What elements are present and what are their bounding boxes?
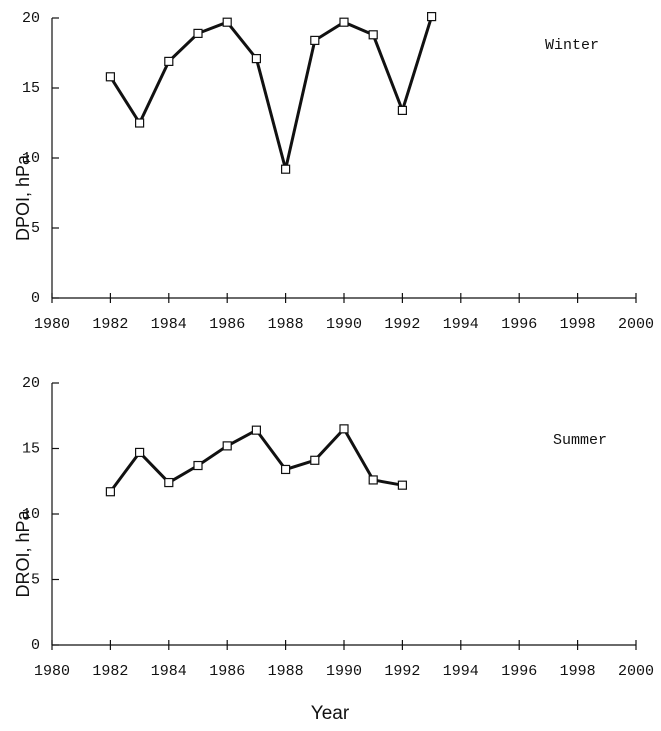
y-tick-label: 15 [22,440,40,457]
x-tick-label: 1982 [92,316,128,333]
x-tick-label: 2000 [618,316,654,333]
chart-title: Summer [553,432,607,449]
x-tick-label: 1984 [151,316,187,333]
point-marker [193,28,203,38]
point-marker [251,425,261,435]
x-tick-label: 1984 [151,663,187,680]
y-axis-label: DROI, hPa [13,509,33,597]
y-tick-label: 5 [31,571,40,588]
point-marker [397,480,407,490]
y-tick-label: 20 [22,375,40,392]
point-marker [310,35,320,46]
point-marker [368,30,378,40]
chart-title: Winter [545,37,599,54]
x-tick-label: 1986 [209,316,245,333]
y-tick-label: 0 [31,290,40,307]
x-tick-label: 1982 [92,663,128,680]
point-marker [339,17,349,27]
x-tick-label: 1998 [560,316,596,333]
x-tick-label: 1996 [501,663,537,680]
point-marker [397,105,407,116]
x-tick-label: 1998 [560,663,596,680]
y-axis-label: DPOI, hPa [13,154,33,241]
x-axis-label: Year [311,703,350,724]
point-marker [135,118,145,128]
y-tick-label: 10 [22,150,40,167]
point-marker [105,72,116,82]
point-marker [135,447,145,458]
x-tick-label: 1990 [326,316,362,333]
x-tick-label: 1992 [384,316,420,333]
y-tick-label: 0 [31,637,40,654]
point-marker [281,164,291,174]
x-tick-label: 1988 [268,663,304,680]
y-tick-label: 5 [31,220,40,237]
y-tick-label: 20 [22,10,40,27]
point-marker [222,17,232,27]
x-tick-label: 1990 [326,663,362,680]
series-line [109,16,434,170]
x-tick-label: 1994 [443,316,479,333]
point-marker [164,477,174,488]
point-marker [339,424,349,434]
point-marker [368,475,378,485]
point-marker [310,455,320,465]
point-marker [222,441,232,451]
point-marker [193,460,203,471]
point-marker [281,464,291,475]
y-tick-label: 10 [22,506,40,523]
x-tick-label: 1996 [501,316,537,333]
point-marker [251,53,261,64]
x-tick-label: 1988 [268,316,304,333]
series-line [109,426,403,493]
point-marker [105,487,116,497]
x-tick-label: 1994 [443,663,479,680]
x-tick-label: 1980 [34,663,70,680]
y-tick-label: 15 [22,80,40,97]
point-marker [427,11,437,22]
x-tick-label: 1986 [209,663,245,680]
point-marker [164,56,174,67]
x-tick-label: 1992 [384,663,420,680]
x-tick-label: 2000 [618,663,654,680]
x-tick-label: 1980 [34,316,70,333]
